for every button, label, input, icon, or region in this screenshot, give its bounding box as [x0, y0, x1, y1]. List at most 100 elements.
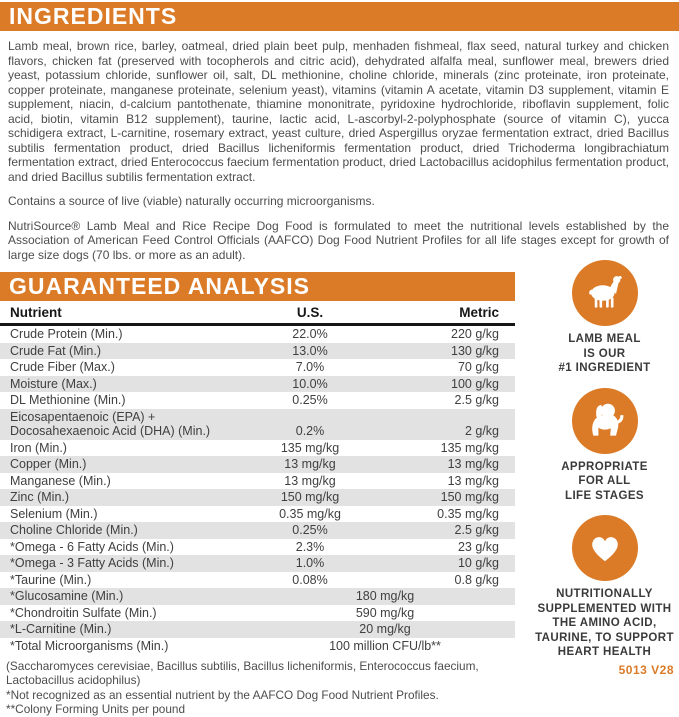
badge-heart: NUTRITIONALLY SUPPLEMENTED WITH THE AMIN… — [530, 515, 679, 660]
nutrient-name: *Chondroitin Sulfate (Min.) — [10, 605, 157, 620]
table-row: Crude Fat (Min.) 13.0% 130 g/kg — [0, 342, 515, 359]
nutrient-us-value: 13.0% — [292, 343, 328, 358]
guaranteed-analysis-table: Nutrient U.S. Metric Crude Protein (Min.… — [0, 303, 515, 654]
nutrient-metric-value: 150 mg/kg — [440, 490, 499, 505]
table-header-row: Nutrient U.S. Metric — [0, 303, 515, 326]
table-row: *Glucosamine (Min.) 180 mg/kg — [0, 588, 515, 605]
heart-icon — [571, 515, 638, 581]
nutrient-value: 180 mg/kg — [355, 589, 415, 604]
nutrient-us-value: 7.0% — [295, 360, 325, 375]
nutrient-us-value: 0.2% — [295, 423, 325, 438]
nutrient-value: 590 mg/kg — [355, 605, 415, 620]
badge-label: NUTRITIONALLY SUPPLEMENTED WITH THE AMIN… — [535, 588, 674, 658]
table-row: Selenium (Min.) 0.35 mg/kg 0.35 mg/kg — [0, 506, 515, 523]
nutrient-metric-value: 2 g/kg — [464, 423, 499, 438]
ingredients-text: Lamb meal, brown rice, barley, oatmeal, … — [8, 39, 669, 184]
nutrient-name: *Omega - 6 Fatty Acids (Min.) — [10, 539, 174, 554]
table-row: Crude Fiber (Max.) 7.0% 70 g/kg — [0, 359, 515, 376]
nutrient-metric-value: 13 mg/kg — [447, 473, 499, 488]
table-row: *L-Carnitine (Min.) 20 mg/kg — [0, 621, 515, 638]
product-code: 5013 V28 — [618, 663, 674, 677]
nutrient-name: Zinc (Min.) — [10, 490, 70, 505]
nutrient-us-value: 22.0% — [292, 327, 328, 342]
nutrient-name: *L-Carnitine (Min.) — [10, 622, 112, 637]
nutrient-name: Copper (Min.) — [10, 457, 87, 472]
ingredients-title: INGREDIENTS — [9, 3, 178, 29]
guaranteed-analysis-header: GUARANTEED ANALYSIS — [0, 272, 515, 301]
column-header-us: U.S. — [296, 305, 324, 320]
nutrient-metric-value: 70 g/kg — [457, 360, 499, 375]
puppy-icon — [571, 387, 638, 454]
nutrient-us-value: 0.08% — [292, 572, 328, 587]
nutrient-name: Moisture (Max.) — [10, 376, 97, 391]
cfu-footnote: **Colony Forming Units per pound — [6, 702, 186, 717]
nutrient-us-value: 150 mg/kg — [280, 490, 340, 505]
table-row: DL Methionine (Min.) 0.25% 2.5 g/kg — [0, 392, 515, 409]
aafco-statement: NutriSource® Lamb Meal and Rice Recipe D… — [8, 218, 669, 262]
nutrient-us-value: 135 mg/kg — [280, 440, 340, 455]
nutrient-us-value: 0.25% — [292, 393, 328, 408]
nutrient-value: 100 million CFU/lb** — [329, 638, 441, 653]
nutrient-name: *Taurine (Min.) — [10, 572, 92, 587]
nutrient-metric-value: 2.5 g/kg — [454, 523, 499, 538]
nutrient-metric-value: 135 mg/kg — [440, 440, 499, 455]
ingredients-section: Lamb meal, brown rice, barley, oatmeal, … — [0, 31, 679, 262]
nutrient-name: Manganese (Min.) — [10, 473, 111, 488]
nutrient-name: Crude Fiber (Max.) — [10, 360, 115, 375]
nutrient-us-value: 0.35 mg/kg — [279, 506, 341, 521]
nutrient-metric-value: 10 g/kg — [457, 556, 499, 571]
table-row: *Taurine (Min.) 0.08% 0.8 g/kg — [0, 572, 515, 589]
lamb-icon — [571, 260, 638, 326]
table-body: Crude Protein (Min.) 22.0% 220 g/kg Crude F… — [0, 326, 515, 654]
table-row: *Omega - 3 Fatty Acids (Min.) 1.0% 10 g/kg — [0, 555, 515, 572]
nutrient-name: *Omega - 3 Fatty Acids (Min.) — [10, 556, 174, 571]
nutrient-name: *Total Microorganisms (Min.) — [10, 638, 169, 653]
nutrient-us-value: 10.0% — [292, 376, 328, 391]
nutrient-metric-value: 100 g/kg — [451, 376, 499, 391]
guaranteed-analysis-title: GUARANTEED ANALYSIS — [9, 273, 310, 299]
table-row: Iron (Min.) 135 mg/kg 135 mg/kg — [0, 440, 515, 457]
aafco-footnote: *Not recognized as an essential nutrient… — [6, 687, 439, 702]
table-row: Crude Protein (Min.) 22.0% 220 g/kg — [0, 326, 515, 343]
table-row: Moisture (Max.) 10.0% 100 g/kg — [0, 375, 515, 392]
nutrient-name: Iron (Min.) — [10, 440, 67, 455]
nutrient-metric-value: 2.5 g/kg — [454, 393, 499, 408]
nutrient-metric-value: 220 g/kg — [451, 327, 499, 342]
footnotes: (Saccharomyces cerevisiae, Bacillus subt… — [0, 659, 498, 717]
nutrient-metric-value: 13 mg/kg — [447, 457, 499, 472]
microorganism-species-note: (Saccharomyces cerevisiae, Bacillus subt… — [6, 659, 479, 687]
nutrient-value: 20 mg/kg — [359, 622, 411, 637]
badge-puppy: APPROPRIATE FOR ALL LIFE STAGES — [530, 387, 679, 504]
nutrient-name: Crude Fat (Min.) — [10, 343, 101, 358]
microorganisms-note: Contains a source of live (viable) natur… — [8, 194, 375, 208]
table-row: Copper (Min.) 13 mg/kg 13 mg/kg — [0, 456, 515, 473]
badge-lamb: LAMB MEAL IS OUR #1 INGREDIENT — [530, 260, 679, 376]
badge-label: APPROPRIATE FOR ALL LIFE STAGES — [561, 460, 648, 502]
nutrient-us-value: 1.0% — [295, 556, 325, 571]
nutrient-us-value: 0.25% — [292, 523, 328, 538]
badge-list: LAMB MEAL IS OUR #1 INGREDIENT APPROPRIAT… — [530, 260, 679, 660]
table-row: *Omega - 6 Fatty Acids (Min.) 2.3% 23 g/kg — [0, 539, 515, 556]
badge-column: LAMB MEAL IS OUR #1 INGREDIENT APPROPRIAT… — [530, 255, 679, 672]
table-row: Manganese (Min.) 13 mg/kg 13 mg/kg — [0, 473, 515, 490]
table-row: Eicosapentaenoic (EPA) + Docosahexaenoic… — [0, 408, 515, 440]
table-row: *Chondroitin Sulfate (Min.) 590 mg/kg — [0, 605, 515, 622]
nutrient-us-value: 2.3% — [295, 539, 325, 554]
nutrient-metric-value: 130 g/kg — [451, 343, 499, 358]
table-row: *Total Microorganisms (Min.) 100 million … — [0, 638, 515, 655]
nutrient-metric-value: 23 g/kg — [457, 539, 499, 554]
badge-label: LAMB MEAL IS OUR #1 INGREDIENT — [558, 333, 651, 374]
table-row: Zinc (Min.) 150 mg/kg 150 mg/kg — [0, 489, 515, 506]
column-header-metric: Metric — [459, 305, 499, 320]
nutrient-name: DL Methionine (Min.) — [10, 393, 126, 408]
nutrient-name: *Glucosamine (Min.) — [10, 589, 124, 604]
nutrient-name: Eicosapentaenoic (EPA) + Docosahexaenoic… — [10, 409, 211, 438]
nutrient-metric-value: 0.8 g/kg — [454, 572, 499, 587]
nutrient-metric-value: 0.35 mg/kg — [437, 506, 499, 521]
nutrient-name: Selenium (Min.) — [10, 506, 98, 521]
nutrient-name: Crude Protein (Min.) — [10, 327, 123, 342]
nutrient-name: Choline Chloride (Min.) — [10, 523, 138, 538]
guaranteed-analysis-section: GUARANTEED ANALYSIS Nutrient U.S. Metric… — [0, 272, 515, 717]
nutrient-us-value: 13 mg/kg — [284, 457, 336, 472]
